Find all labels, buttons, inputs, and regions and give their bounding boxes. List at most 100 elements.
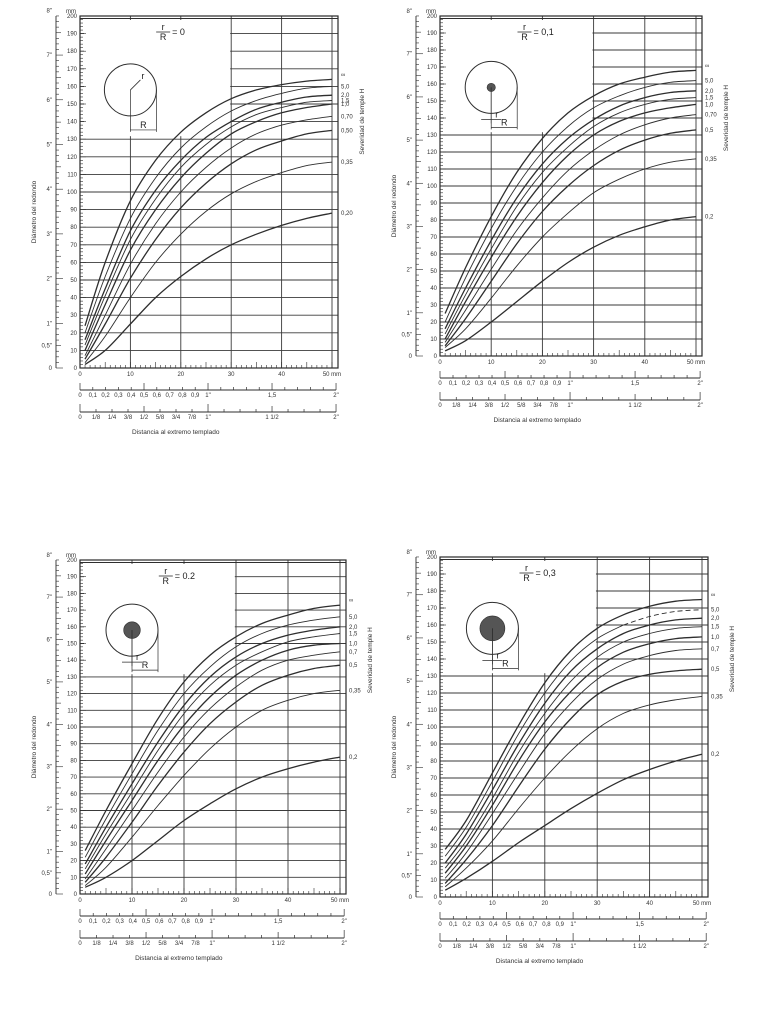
severity-curve (444, 753, 703, 891)
severity-curve (84, 85, 333, 333)
scale-label: 0,4 (129, 919, 138, 925)
inch-tick-label: 7" (47, 595, 52, 601)
x-axis-title: Distancia al extremo templado (135, 955, 223, 962)
scale-label: 1/4 (108, 415, 117, 421)
severity-curve (84, 129, 333, 360)
y-tick-label: 150 (67, 642, 78, 648)
severity-curve (84, 604, 341, 851)
r-label: r (141, 71, 144, 81)
scale-label: 1 1/2 (265, 415, 279, 421)
scale-label: 1/8 (452, 403, 461, 409)
y-tick-label: 110 (67, 172, 77, 178)
y-axis-inch: 0 0,5" 1" 2" 3" 4" 5" 6" 7" 8" (402, 550, 423, 901)
y-tick-label: 150 (427, 99, 438, 105)
y-tick-label: 20 (70, 859, 77, 865)
ratio-denominator: R (163, 576, 170, 586)
scale-label: 0,9 (195, 919, 204, 925)
ratio-value: = 0.2 (175, 571, 195, 581)
scale-label: 2" (697, 381, 702, 387)
y-tick-label: 40 (430, 827, 437, 833)
scale-label: 1" (209, 919, 214, 925)
y-tick-label: 150 (427, 640, 438, 646)
y-tick-label: 50 (430, 810, 437, 816)
inch-tick-label: 0,5" (42, 871, 52, 877)
curve-label: 0,35 (711, 694, 723, 700)
y-tick-label: 130 (67, 675, 78, 681)
gridlines (79, 559, 347, 895)
ratio-value: = 0,1 (533, 27, 553, 37)
y-axis-mm: 0 10 20 30 40 50 60 70 80 90 100 110 120 130 140 150 160… (66, 9, 86, 372)
inch-tick-label: 2" (47, 807, 52, 813)
y-unit-label: mm (66, 9, 76, 15)
severity-curve (84, 103, 333, 351)
y-tick-label: 190 (427, 31, 438, 37)
y-tick-label: 10 (430, 878, 437, 884)
scale-label: 1 1/2 (633, 944, 647, 950)
inch-tick-label: 5" (47, 680, 52, 686)
scale-label: 0,7 (168, 919, 177, 925)
y-axis-inch: 0 0,5" 1" 2" 3" 4" 5" 6" 7" 8" (402, 9, 423, 360)
y-tick-label: 90 (70, 208, 77, 214)
severity-curve (444, 626, 703, 869)
scale-label: 0,3 (475, 381, 484, 387)
x-scale-inch-fraction: 0 1/8 1/4 3/8 1/2 5/8 3/4 7/8 1" 1 1/2 2" (78, 404, 339, 421)
chart-panel-r01: 0 10 20 30 40 50 60 70 80 90 100 110 120 130 140 150 160… (384, 0, 768, 512)
ratio-denominator: R (521, 32, 528, 42)
curve-label: 2,0 (349, 625, 358, 631)
severity-curve (444, 624, 624, 857)
curve-label: ∞ (711, 593, 715, 599)
y-tick-label: 10 (70, 348, 77, 354)
curve-label: ∞ (349, 598, 353, 604)
y-tick-label: 170 (427, 606, 438, 612)
severity-curve (444, 114, 697, 343)
x-tick-label: 20 (181, 898, 188, 904)
y-tick-label: 110 (67, 708, 77, 714)
scale-label: 1" (567, 403, 572, 409)
y-axis-mm: 0 10 20 30 40 50 60 70 80 90 100 110 120 130 140 150 160… (426, 550, 446, 901)
scale-label: 1/4 (109, 941, 118, 947)
scale-label: 1,5 (635, 922, 644, 928)
y-axis-title: Diámetro del redondo (31, 715, 38, 778)
y-tick-label: 70 (430, 235, 437, 241)
r-label: r (136, 652, 139, 662)
inch-tick-label: 1" (407, 852, 412, 858)
curve-label: 0,35 (349, 688, 361, 694)
scale-label: 3/8 (125, 941, 134, 947)
scale-label: 0,4 (489, 922, 498, 928)
y-unit-label: mm (426, 9, 436, 15)
y-tick-label: 200 (67, 14, 78, 20)
curve-label: 0,5 (711, 667, 720, 673)
y-tick-label: 180 (67, 591, 78, 597)
y-tick-label: 100 (67, 725, 78, 731)
scale-label: 1 1/2 (628, 403, 642, 409)
curve-label: 0,2 (711, 752, 720, 758)
scale-label: 0 (78, 393, 82, 399)
scale-label: 0,2 (102, 919, 111, 925)
scale-label: 3/8 (124, 415, 133, 421)
severity-curve (444, 617, 703, 864)
y-tick-label: 90 (430, 742, 437, 748)
y-unit-label: mm (426, 550, 436, 556)
scale-label: 0,9 (191, 393, 200, 399)
y-tick-label: 120 (67, 155, 78, 161)
scale-label: 1,5 (268, 393, 277, 399)
ratio-value: = 0 (172, 27, 185, 37)
scale-label: 0,1 (449, 922, 458, 928)
severity-curve (84, 115, 333, 356)
y-tick-label: 10 (70, 875, 77, 881)
scale-label: 0,8 (540, 381, 549, 387)
severity-curve (444, 80, 697, 323)
severity-curve (84, 756, 341, 888)
severity-curve (84, 626, 341, 865)
scale-label: 1/2 (142, 941, 151, 947)
scale-label: 0,7 (527, 381, 536, 387)
y-tick-label: 0 (74, 366, 78, 372)
curve-label: 1,0 (341, 102, 350, 108)
scale-label: 1" (205, 415, 210, 421)
curve-label: 2,0 (705, 89, 714, 95)
scale-label: 1/2 (140, 415, 149, 421)
curve-label: 0,70 (341, 114, 353, 120)
scale-label: 1/2 (502, 944, 511, 950)
inch-tick-label: 6" (47, 98, 52, 104)
